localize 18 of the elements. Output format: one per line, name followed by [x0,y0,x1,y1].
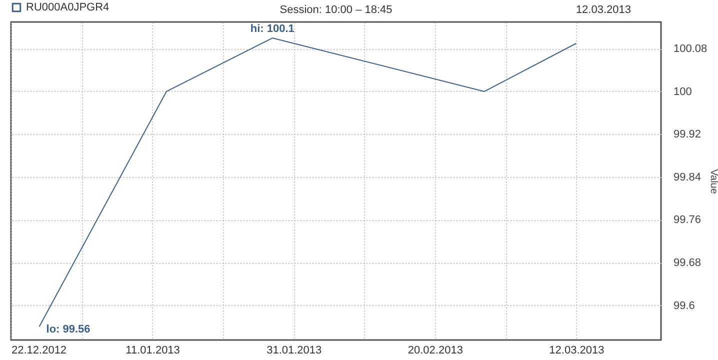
x-tick-label: 12.03.2013 [549,344,604,356]
annotation: hi: 100.1 [250,23,294,36]
x-tick-label: 20.02.2013 [408,344,463,356]
y-tick-label: 99.92 [674,128,702,141]
x-tick-label: 31.01.2013 [266,344,322,356]
annotation: lo: 99.56 [46,324,90,336]
y-tick-label: 99.76 [674,214,702,226]
y-tick-label: 99.68 [674,257,702,270]
y-tick-label: 99.6 [674,300,695,312]
y-tick-label: 100.08 [674,43,708,56]
y-tick-label: 100 [674,86,692,98]
text: 12.03.2013 [576,4,631,16]
chart-title: Session: 10:00 – 18:45 [280,4,392,16]
legend-label: RU000A0JPGR4 [26,2,110,14]
y-tick-label: 99.84 [674,171,702,184]
y-axis-title: Value [708,169,718,194]
x-tick-label: 11.01.2013 [126,344,180,356]
x-tick-label: 22.12.2012 [12,344,67,356]
